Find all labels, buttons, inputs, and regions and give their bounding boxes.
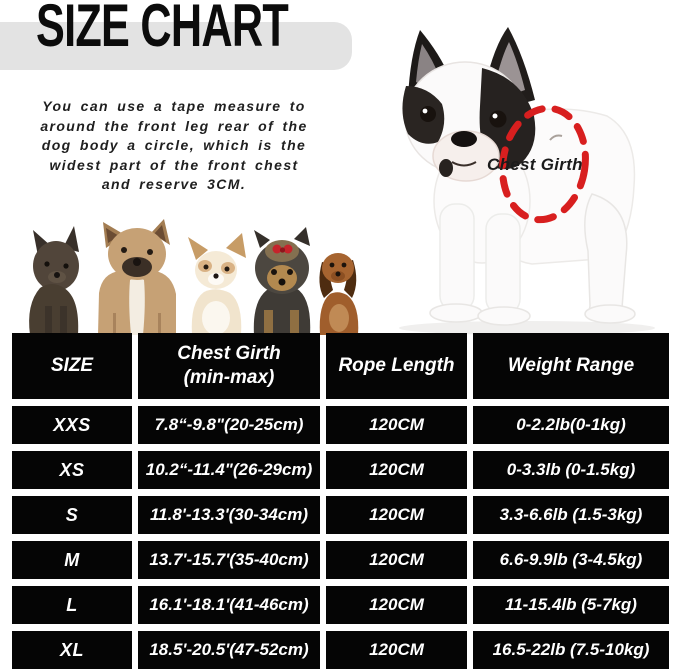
cell-size: L <box>12 586 132 624</box>
dog-fawn-french-bulldog <box>98 219 176 335</box>
nose <box>451 131 477 147</box>
dog-dark-brindle-terrier-puppy <box>29 226 79 335</box>
red-bow <box>272 244 293 254</box>
cell-rope-length: 120CM <box>326 406 467 444</box>
description-line: widest part of the front chest <box>49 156 299 173</box>
cell-weight-range: 0-3.3lb (0-1.5kg) <box>473 451 669 489</box>
chest-girth-label: Chest Girth <box>487 155 583 174</box>
column-header-weight-range: Weight Range <box>473 333 669 399</box>
dog-cream-chihuahua <box>188 233 246 335</box>
cell-chest-girth: 18.5'-20.5'(47-52cm) <box>138 631 320 669</box>
column-header-chest-girth: Chest Girth (min-max) <box>138 333 320 399</box>
cell-chest-girth: 10.2“-11.4"(26-29cm) <box>138 451 320 489</box>
cell-rope-length: 120CM <box>326 631 467 669</box>
cell-size: S <box>12 496 132 534</box>
chest-girth-ellipse <box>499 104 589 224</box>
measurement-instructions: You can use a tape measure to around the… <box>8 97 340 195</box>
dog-red-brown-toy <box>319 253 359 335</box>
cell-chest-girth: 7.8“-9.8"(20-25cm) <box>138 406 320 444</box>
cell-chest-girth: 11.8'-13.3'(30-34cm) <box>138 496 320 534</box>
cell-weight-range: 11-15.4lb (5-7kg) <box>473 586 669 624</box>
floor-reflection <box>399 321 655 335</box>
cell-weight-range: 6.6-9.9lb (3-4.5kg) <box>473 541 669 579</box>
size-table: SIZE Chest Girth (min-max) Rope Length W… <box>12 333 670 669</box>
cell-chest-girth: 13.7'-15.7'(35-40cm) <box>138 541 320 579</box>
cell-rope-length: 120CM <box>326 541 467 579</box>
cell-rope-length: 120CM <box>326 451 467 489</box>
cell-rope-length: 120CM <box>326 496 467 534</box>
shoulder-mark <box>549 134 563 141</box>
puppy-illustration <box>399 27 655 335</box>
cell-size: XL <box>12 631 132 669</box>
dog-yorkshire-terrier-with-bow <box>253 227 311 335</box>
description-line: You can use a tape measure to <box>42 98 306 114</box>
description-line: around the front leg rear of the <box>40 117 308 134</box>
dogs-row-illustration <box>29 219 359 335</box>
cell-size: M <box>12 541 132 579</box>
cell-weight-range: 3.3-6.6lb (1.5-3kg) <box>473 496 669 534</box>
puppy-head <box>402 27 536 182</box>
description-line: and reserve 3CM. <box>101 176 247 192</box>
cell-weight-range: 0-2.2lb(0-1kg) <box>473 406 669 444</box>
cell-chest-girth: 16.1'-18.1'(41-46cm) <box>138 586 320 624</box>
title-highlight-bar <box>0 22 352 70</box>
cell-weight-range: 16.5-22lb (7.5-10kg) <box>473 631 669 669</box>
cell-size: XXS <box>12 406 132 444</box>
cell-rope-length: 120CM <box>326 586 467 624</box>
column-header-rope-length: Rope Length <box>326 333 467 399</box>
cell-size: XS <box>12 451 132 489</box>
page-title: SIZE CHART <box>36 0 289 59</box>
description-line: dog body a circle, which is the <box>41 137 307 153</box>
column-header-size: SIZE <box>12 333 132 399</box>
